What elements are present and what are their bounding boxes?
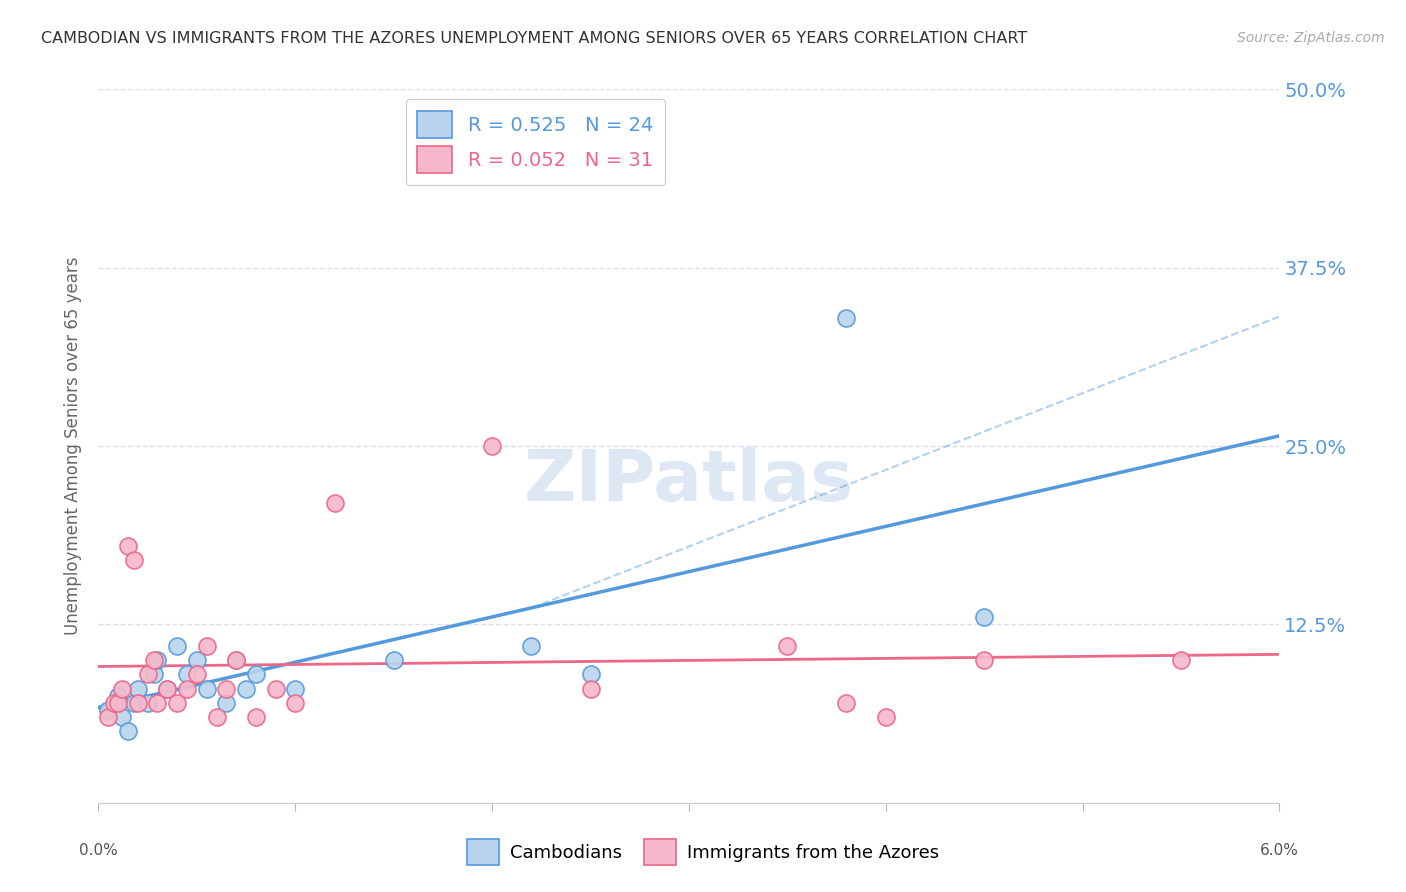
Text: CAMBODIAN VS IMMIGRANTS FROM THE AZORES UNEMPLOYMENT AMONG SENIORS OVER 65 YEARS: CAMBODIAN VS IMMIGRANTS FROM THE AZORES … [41, 31, 1028, 46]
Point [136, 696, 159, 710]
Point [205, 710, 228, 724]
Point [973, 653, 995, 667]
Point [520, 639, 543, 653]
Point [284, 696, 307, 710]
Point [835, 696, 858, 710]
Y-axis label: Unemployment Among Seniors over 65 years: Unemployment Among Seniors over 65 years [65, 257, 83, 635]
Point [142, 667, 165, 681]
Point [245, 710, 267, 724]
Point [117, 724, 139, 739]
Point [225, 653, 247, 667]
Point [186, 653, 208, 667]
Point [195, 681, 218, 696]
Point [215, 681, 238, 696]
Legend: R = 0.525   N = 24, R = 0.052   N = 31: R = 0.525 N = 24, R = 0.052 N = 31 [406, 99, 665, 185]
Point [284, 681, 307, 696]
Point [215, 696, 238, 710]
Point [382, 653, 405, 667]
Point [146, 653, 169, 667]
Point [186, 667, 208, 681]
Point [245, 667, 267, 681]
Text: ZIPatlas: ZIPatlas [524, 447, 853, 516]
Point [264, 681, 287, 696]
Point [146, 696, 169, 710]
Point [97, 710, 120, 724]
Point [122, 553, 145, 567]
Point [166, 639, 188, 653]
Point [127, 681, 149, 696]
Point [1170, 653, 1192, 667]
Point [225, 653, 247, 667]
Point [136, 667, 159, 681]
Point [111, 681, 134, 696]
Point [875, 710, 897, 724]
Point [835, 310, 858, 325]
Point [156, 681, 179, 696]
Point [176, 667, 198, 681]
Text: 6.0%: 6.0% [1260, 843, 1299, 858]
Point [176, 681, 198, 696]
Text: Source: ZipAtlas.com: Source: ZipAtlas.com [1237, 31, 1385, 45]
Point [481, 439, 503, 453]
Point [127, 696, 149, 710]
Point [103, 696, 125, 710]
Point [973, 610, 995, 624]
Point [235, 681, 257, 696]
Point [156, 681, 179, 696]
Point [122, 696, 145, 710]
Point [776, 639, 799, 653]
Point [97, 703, 120, 717]
Point [166, 696, 188, 710]
Point [579, 667, 602, 681]
Text: 0.0%: 0.0% [79, 843, 118, 858]
Point [117, 539, 139, 553]
Point [579, 681, 602, 696]
Legend: Cambodians, Immigrants from the Azores: Cambodians, Immigrants from the Azores [460, 832, 946, 872]
Point [107, 696, 129, 710]
Point [195, 639, 218, 653]
Point [111, 710, 134, 724]
Point [323, 496, 346, 510]
Point [142, 653, 165, 667]
Point [107, 689, 129, 703]
